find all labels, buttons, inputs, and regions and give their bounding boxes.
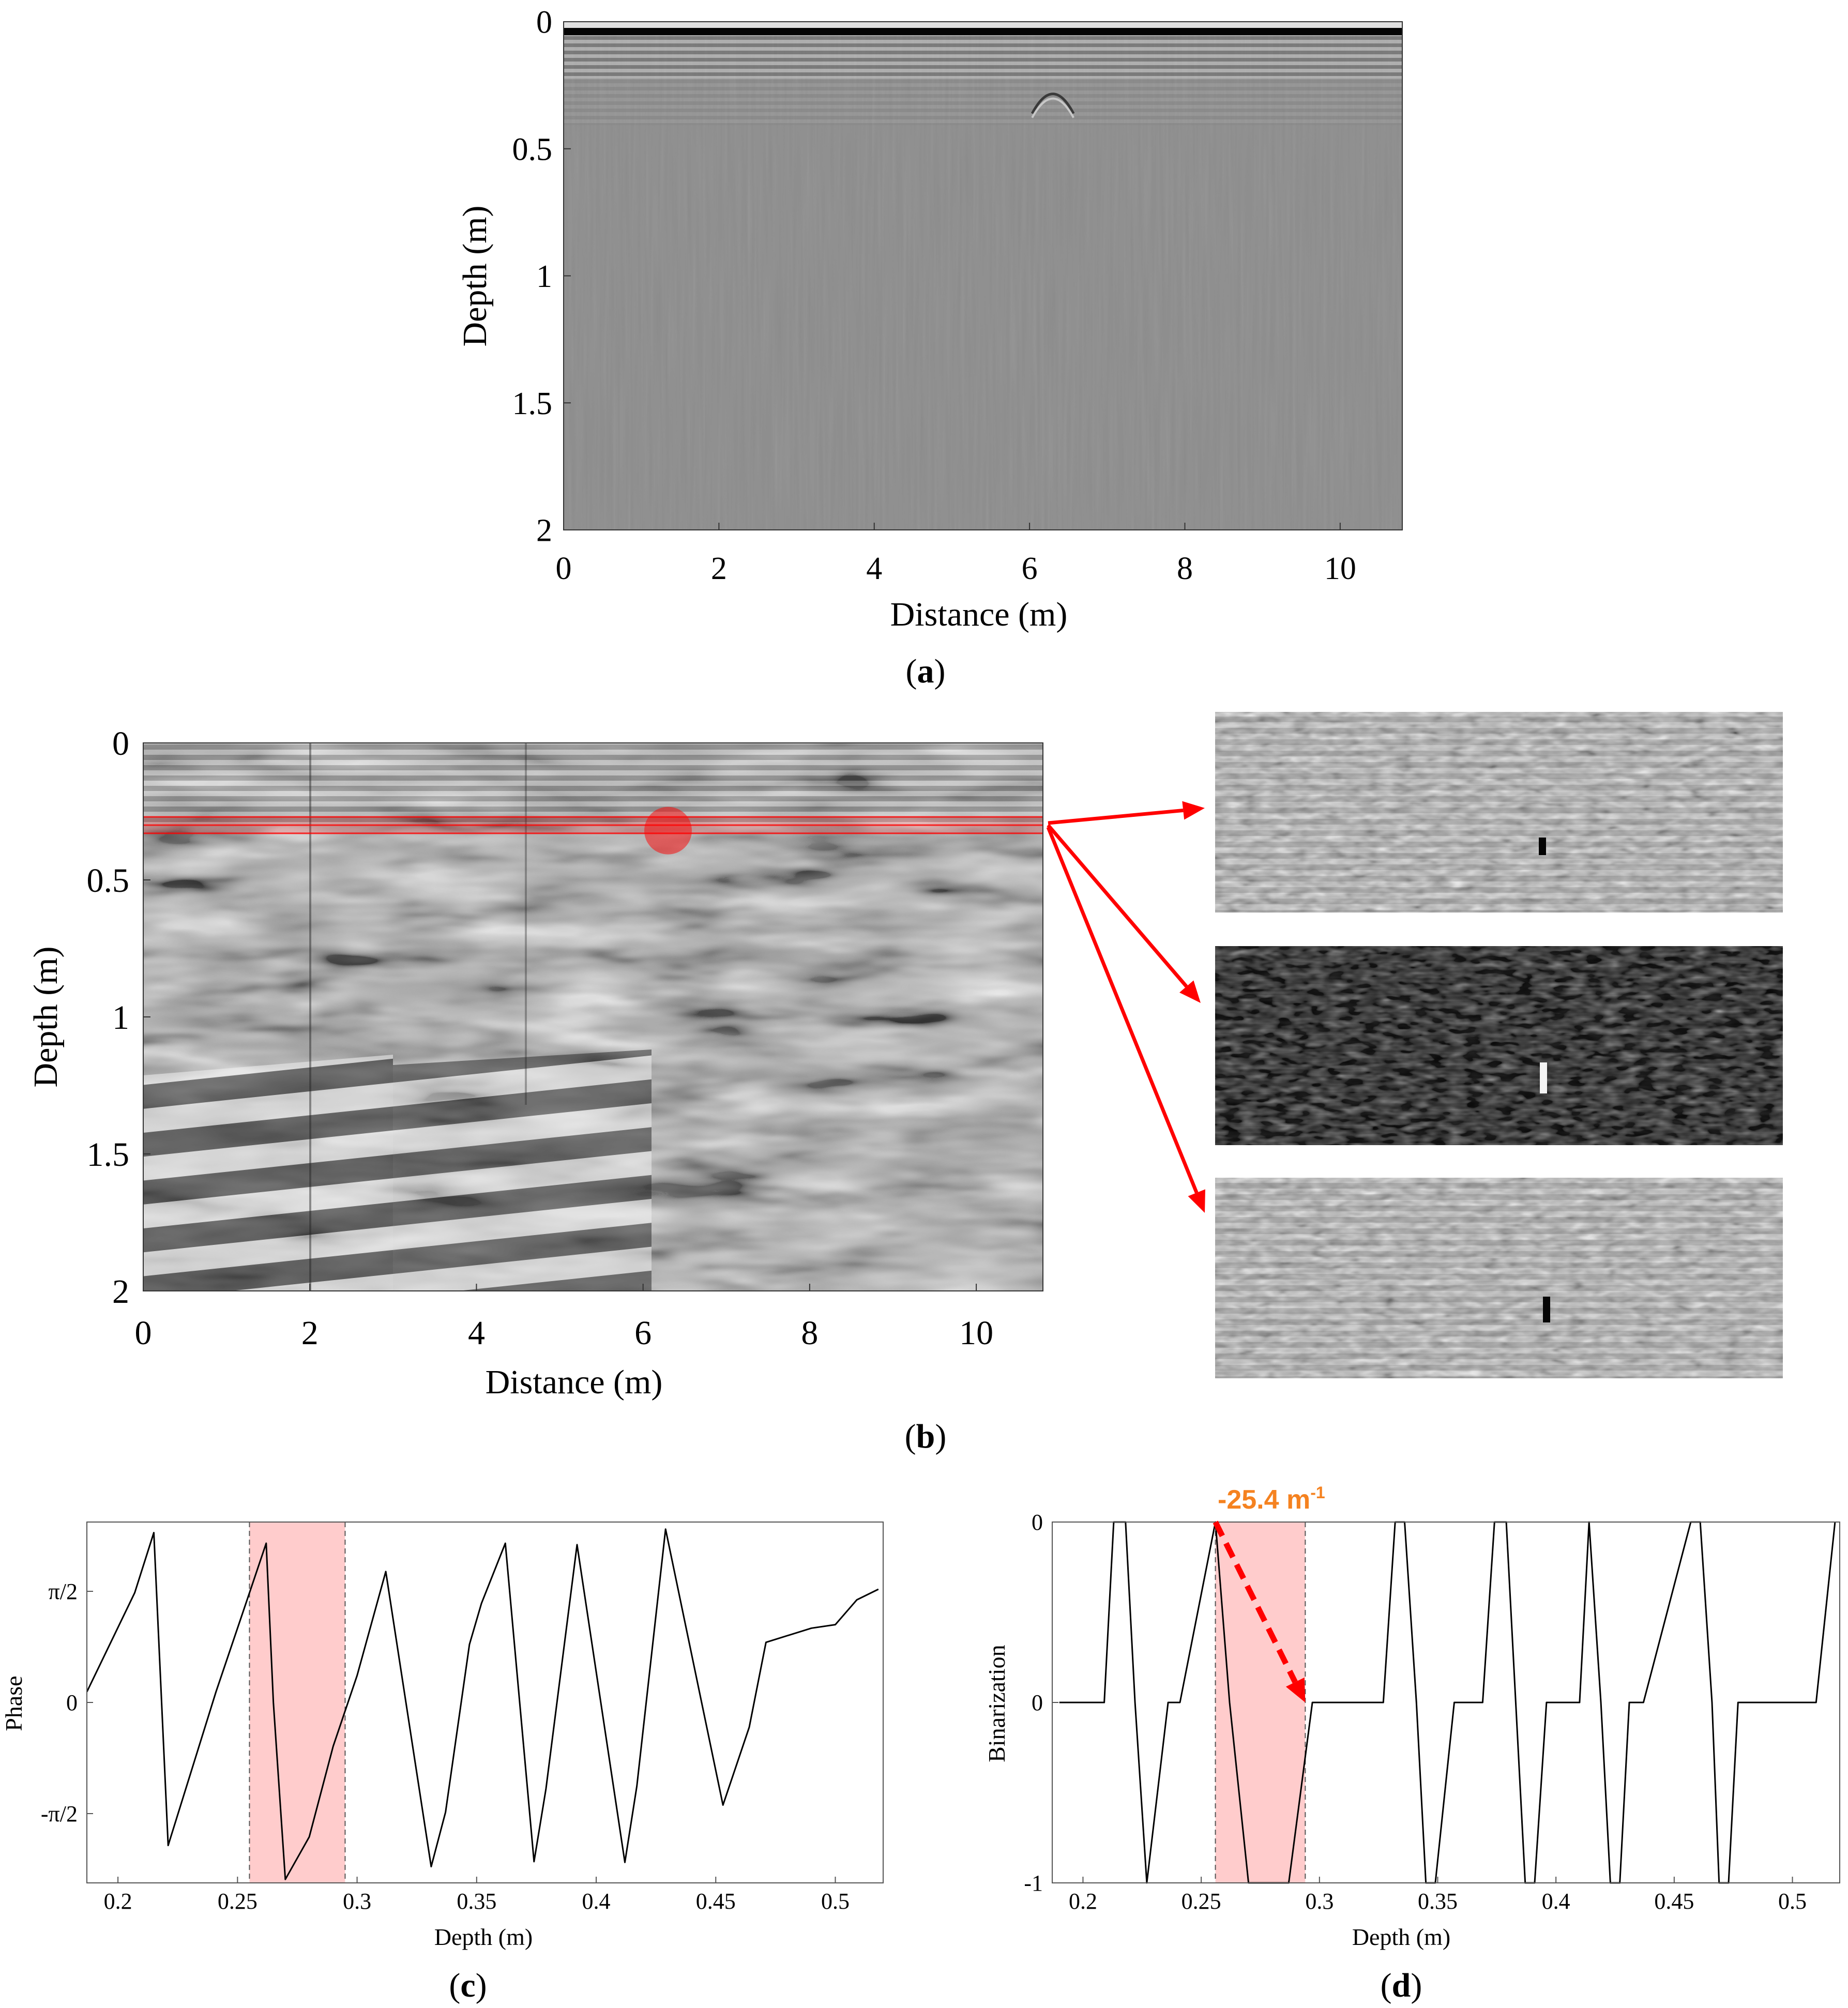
radargram-a-surface-top [564, 22, 1402, 28]
gradient-arrow-shaft [1213, 1520, 1298, 1684]
x-tick-label: 0.25 [218, 1889, 257, 1914]
radargram-a-surface-reflection [564, 28, 1402, 35]
x-axis-label-b: Distance (m) [486, 1363, 663, 1401]
y-tick-label: 2 [112, 1273, 129, 1311]
x-tick-label: 0.3 [343, 1889, 371, 1914]
y-tick-label: 0 [112, 725, 129, 763]
y-tick-label: -1 [1024, 1870, 1043, 1896]
y-tick-label: 0.5 [87, 862, 130, 900]
y-tick-label: 1 [112, 999, 129, 1037]
slice-arrow-shaft [1048, 809, 1184, 825]
gradient-annotation: -25.4 m-1 [1218, 1483, 1325, 1515]
x-tick-label: 0.35 [1418, 1889, 1458, 1914]
data-line [86, 1528, 879, 1880]
x-tick-label: 0.5 [1778, 1889, 1807, 1914]
x-tick-label: 4 [866, 551, 882, 586]
x-tick-label: 0.4 [1542, 1889, 1570, 1914]
y-tick-label: 1.5 [87, 1136, 130, 1174]
x-tick-label: 10 [959, 1314, 993, 1352]
slice-arrow-head [1179, 980, 1201, 1003]
x-tick-label: 0.35 [457, 1889, 496, 1914]
radargram-b-deep-bands-left [143, 1055, 393, 1291]
radargram-b-vertical-trace-1 [309, 743, 311, 1291]
radargram-a-fade [564, 79, 1402, 125]
x-tick-label: 2 [711, 551, 727, 586]
panel-label-b: (b) [905, 1418, 947, 1455]
hyperbola-reflection-a [1031, 93, 1075, 118]
x-tick-label: 0 [556, 551, 572, 586]
x-tick-label: 0.4 [582, 1889, 611, 1914]
slice-arrow-head [1188, 1189, 1205, 1213]
x-tick-label: 0.2 [1069, 1889, 1097, 1914]
hyperbola-arc-dark [1031, 93, 1075, 114]
panel-c: 0.2 0.25 0.3 0.35 0.4 0.45 0.5 π/2 0 -π/2 Depth (… [1, 1522, 884, 2004]
x-axis-label-d: Depth (m) [1352, 1924, 1450, 1950]
y-tick-label: 1 [536, 259, 552, 294]
y-tick-label: 2 [536, 513, 552, 549]
x-tick-label: 8 [1177, 551, 1193, 586]
slice-3-target-marker [1543, 1297, 1550, 1322]
shaded-interval [249, 1522, 345, 1883]
y-axis-label-a: Depth (m) [456, 205, 494, 346]
radargram-b-vertical-trace-2 [525, 743, 527, 1105]
slice-2-target-marker [1540, 1062, 1547, 1093]
slice-1-target-marker [1539, 838, 1546, 855]
y-tick-label: 1.5 [512, 386, 553, 421]
slice-arrow-shaft [1046, 826, 1199, 1194]
y-tick-label: 0 [1032, 1690, 1043, 1715]
x-tick-label: 2 [301, 1314, 319, 1352]
y-tick-label: -π/2 [41, 1801, 78, 1827]
panel-label-d: (d) [1381, 1967, 1422, 2004]
shaded-interval [1215, 1522, 1306, 1883]
radargram-a-shallow-stripes [564, 35, 1402, 79]
radargram-b-deep-bands-mid [393, 1049, 652, 1291]
slice-image-1 [1215, 712, 1783, 912]
panel-d: 0.2 0.25 0.3 0.35 0.4 0.45 0.5 0 0 -1 -25.4 m-1 D… [983, 1483, 1840, 2004]
x-tick-label: 6 [1022, 551, 1038, 586]
y-axis-label-c: Phase [1, 1676, 27, 1731]
y-tick-label: 0 [536, 5, 552, 40]
y-axis-label-b: Depth (m) [27, 946, 65, 1087]
x-tick-label: 0.25 [1181, 1889, 1221, 1914]
data-line [1059, 1521, 1836, 1884]
slice-arrow-shaft [1047, 824, 1188, 988]
slice-image-3 [1215, 1178, 1783, 1378]
x-tick-label: 0.3 [1305, 1889, 1334, 1914]
x-axis-label-c: Depth (m) [434, 1924, 533, 1950]
y-tick-label: 0 [1032, 1510, 1043, 1535]
y-axis-label-d: Binarization [983, 1645, 1010, 1762]
x-tick-label: 4 [468, 1314, 485, 1352]
radargram-b-shallow-stripes [143, 743, 1043, 826]
x-tick-label: 6 [634, 1314, 652, 1352]
y-tick-label: 0 [66, 1690, 78, 1715]
target-marker-circle [644, 807, 692, 855]
panel-label-a: (a) [906, 652, 946, 690]
panel-label-c: (c) [449, 1967, 487, 2004]
x-tick-label: 0.2 [104, 1889, 132, 1914]
x-axis-label-a: Distance (m) [890, 596, 1068, 633]
axes-frame [86, 1522, 884, 1883]
x-tick-label: 8 [801, 1314, 818, 1352]
y-tick-label: π/2 [49, 1579, 78, 1604]
x-tick-label: 0.45 [1654, 1889, 1694, 1914]
slice-image-2 [1215, 946, 1783, 1145]
slice-arrow-head [1182, 801, 1205, 820]
x-tick-label: 10 [1324, 551, 1356, 586]
x-tick-label: 0 [135, 1314, 152, 1352]
y-tick-label: 0.5 [512, 132, 553, 167]
hyperbola-arc-light [1031, 97, 1074, 118]
gradient-arrow-head [1285, 1677, 1306, 1702]
x-tick-label: 0.45 [696, 1889, 736, 1914]
slice-connector-arrows [1046, 801, 1205, 1213]
x-tick-label: 0.5 [821, 1889, 850, 1914]
